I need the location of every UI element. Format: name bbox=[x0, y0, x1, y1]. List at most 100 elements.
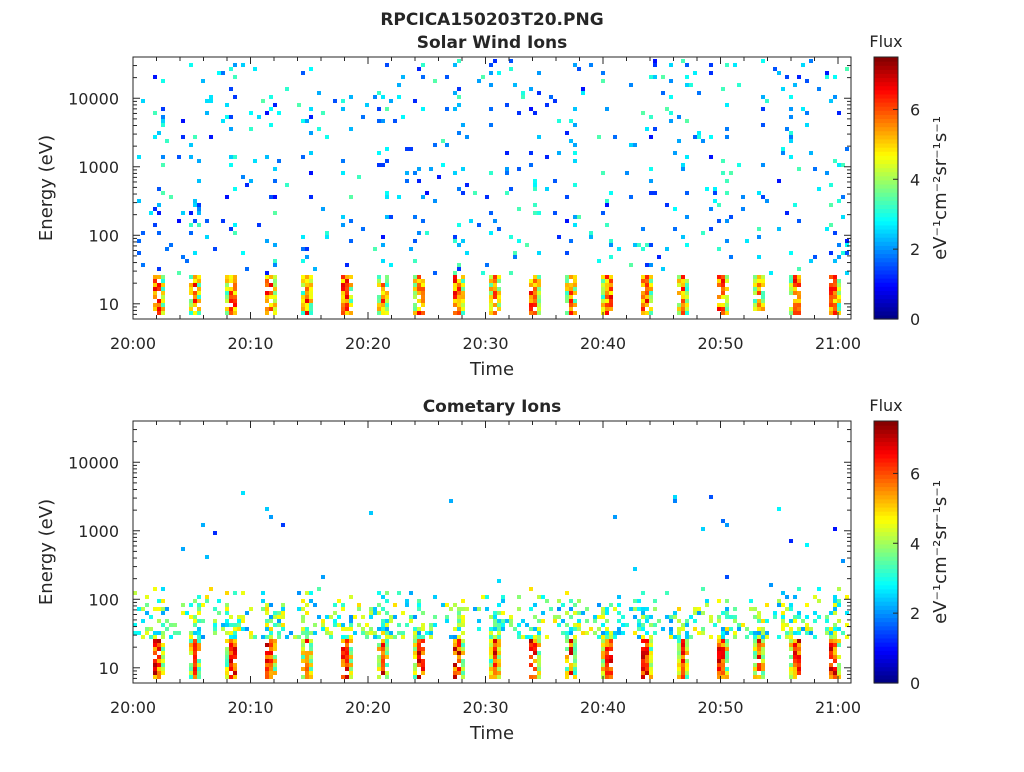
heatmap-cell bbox=[237, 619, 241, 623]
colorbar-tick-label: 2 bbox=[910, 604, 920, 623]
colorbar-swatch bbox=[874, 183, 898, 189]
heatmap-cell bbox=[649, 623, 653, 627]
heatmap-cell bbox=[541, 611, 545, 615]
heatmap-cell bbox=[413, 311, 417, 315]
heatmap-cell bbox=[497, 227, 501, 231]
heatmap-cell bbox=[733, 63, 737, 67]
heatmap-cell bbox=[537, 635, 541, 639]
heatmap-cell bbox=[413, 647, 417, 651]
heatmap-cell bbox=[649, 651, 653, 655]
heatmap-cell bbox=[497, 627, 501, 631]
heatmap-cell bbox=[533, 651, 537, 655]
heatmap-cell bbox=[273, 623, 277, 627]
heatmap-cell bbox=[557, 151, 561, 155]
heatmap-cell bbox=[489, 647, 493, 651]
heatmap-cell bbox=[717, 619, 721, 623]
heatmap-cell bbox=[629, 143, 633, 147]
heatmap-cell bbox=[721, 663, 725, 667]
colorbar-swatch bbox=[874, 502, 898, 508]
heatmap-cell bbox=[829, 203, 833, 207]
colorbar-swatch bbox=[874, 224, 898, 230]
heatmap-cell bbox=[309, 667, 313, 671]
heatmap-cell bbox=[793, 659, 797, 663]
heatmap-cell bbox=[305, 279, 309, 283]
heatmap-cell bbox=[137, 251, 141, 255]
heatmap-cell bbox=[341, 303, 345, 307]
heatmap-cell bbox=[641, 639, 645, 643]
heatmap-cell bbox=[273, 307, 277, 311]
heatmap-cell bbox=[621, 623, 625, 627]
heatmap-cell bbox=[557, 615, 561, 619]
heatmap-cell bbox=[609, 287, 613, 291]
heatmap-cell bbox=[153, 303, 157, 307]
heatmap-cell bbox=[741, 623, 745, 627]
heatmap-cell bbox=[225, 611, 229, 615]
heatmap-cell bbox=[197, 627, 201, 631]
heatmap-cell bbox=[493, 663, 497, 667]
heatmap-cell bbox=[489, 627, 493, 631]
heatmap-cell bbox=[421, 107, 425, 111]
colorbar-swatch bbox=[874, 237, 898, 242]
panel-solar-wind: Solar Wind Ions 20:00 20:10 20:20 20:30 20:4… bbox=[36, 32, 951, 380]
heatmap-cell bbox=[681, 275, 685, 279]
heatmap-cell bbox=[461, 623, 465, 627]
heatmap-cell bbox=[501, 599, 505, 603]
heatmap-cell bbox=[453, 303, 457, 307]
heatmap-cell bbox=[597, 627, 601, 631]
heatmap-cell bbox=[493, 611, 497, 615]
heatmap-cell bbox=[837, 303, 841, 307]
heatmap-cell bbox=[645, 643, 649, 647]
heatmap-cell bbox=[701, 527, 705, 531]
heatmap-cell bbox=[641, 303, 645, 307]
heatmap-cell bbox=[341, 307, 345, 311]
heatmap-cell bbox=[381, 663, 385, 667]
heatmap-cell bbox=[385, 639, 389, 643]
heatmap-cell bbox=[645, 647, 649, 651]
heatmap-cell bbox=[781, 147, 785, 151]
heatmap-cell bbox=[713, 199, 717, 203]
heatmap-cell bbox=[265, 283, 269, 287]
heatmap-cell bbox=[449, 635, 453, 639]
heatmap-cell bbox=[397, 623, 401, 627]
heatmap-cell bbox=[633, 599, 637, 603]
heatmap-cell bbox=[489, 671, 493, 675]
heatmap-cell bbox=[757, 287, 761, 291]
heatmap-cell bbox=[225, 639, 229, 643]
heatmap-cell bbox=[501, 627, 505, 631]
heatmap-cell bbox=[457, 643, 461, 647]
heatmap-cell bbox=[189, 643, 193, 647]
heatmap-cell bbox=[797, 167, 801, 171]
heatmap-cell bbox=[413, 651, 417, 655]
heatmap-cell bbox=[157, 311, 161, 315]
heatmap-cell bbox=[457, 619, 461, 623]
heatmap-cell bbox=[801, 107, 805, 111]
heatmap-cell bbox=[321, 623, 325, 627]
heatmap-cell bbox=[273, 195, 277, 199]
heatmap-cell bbox=[309, 671, 313, 675]
heatmap-cell bbox=[413, 635, 417, 639]
heatmap-cell bbox=[617, 627, 621, 631]
x-tick-label: 20:30 bbox=[462, 334, 508, 353]
heatmap-cell bbox=[565, 295, 569, 299]
heatmap-cell bbox=[261, 99, 265, 103]
heatmap-cell bbox=[757, 291, 761, 295]
heatmap-cell bbox=[417, 307, 421, 311]
heatmap-cell bbox=[349, 639, 353, 643]
heatmap-cell bbox=[837, 587, 841, 591]
heatmap-cell bbox=[413, 283, 417, 287]
heatmap-cell bbox=[725, 299, 729, 303]
heatmap-cell bbox=[777, 507, 781, 511]
heatmap-cell bbox=[757, 279, 761, 283]
heatmap-cell bbox=[721, 611, 725, 615]
colorbar-swatch bbox=[874, 142, 898, 148]
heatmap-cell bbox=[273, 299, 277, 303]
heatmap-cell bbox=[489, 311, 493, 315]
heatmap-cell bbox=[265, 635, 269, 639]
heatmap-cell bbox=[385, 295, 389, 299]
heatmap-cell bbox=[609, 675, 613, 679]
heatmap-cell bbox=[649, 115, 653, 119]
heatmap-cell bbox=[301, 295, 305, 299]
heatmap-cell bbox=[305, 283, 309, 287]
heatmap-cell bbox=[153, 295, 157, 299]
